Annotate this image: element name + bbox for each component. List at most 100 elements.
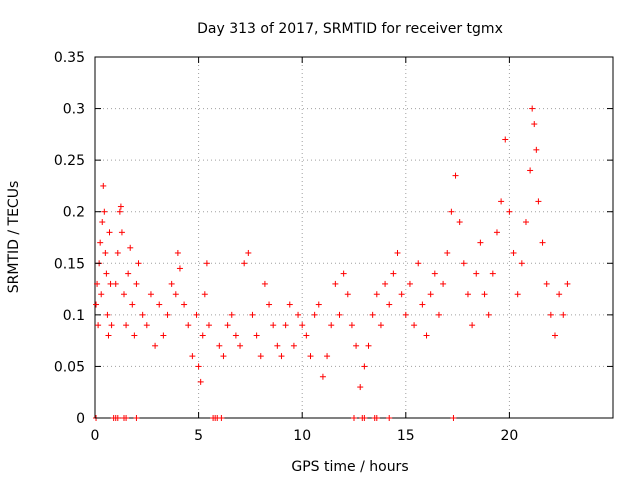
data-point [143, 322, 150, 329]
data-point [324, 353, 331, 360]
data-point [539, 239, 546, 246]
data-point [181, 301, 188, 308]
data-point [533, 146, 540, 153]
data-point [522, 219, 529, 226]
data-point [108, 322, 115, 329]
data-point [94, 280, 101, 287]
x-tick-label: 0 [91, 428, 100, 444]
data-point [469, 322, 476, 329]
data-point [303, 332, 310, 339]
data-point [431, 270, 438, 277]
data-point [129, 301, 136, 308]
data-point [315, 301, 322, 308]
data-point [493, 229, 500, 236]
x-axis-label: GPS time / hours [291, 459, 408, 475]
data-point [139, 311, 146, 318]
data-point [278, 353, 285, 360]
data-point [156, 301, 163, 308]
data-point [450, 415, 457, 421]
data-point [185, 322, 192, 329]
data-point [116, 208, 123, 215]
y-tick-label: 0.25 [54, 153, 85, 169]
data-point [529, 105, 536, 112]
data-point [361, 415, 368, 421]
data-point [197, 378, 204, 385]
data-point [224, 322, 231, 329]
y-tick-label: 0 [76, 411, 85, 427]
data-point [253, 332, 260, 339]
data-point [106, 229, 113, 236]
data-point [398, 291, 405, 298]
data-point [114, 415, 121, 421]
data-point [245, 249, 252, 256]
data-point [133, 280, 140, 287]
data-point [232, 332, 239, 339]
data-point [97, 239, 104, 246]
data-point [99, 219, 106, 226]
plot-frame [94, 56, 614, 419]
data-point [373, 291, 380, 298]
data-point [104, 311, 111, 318]
data-point [386, 415, 393, 421]
data-point [464, 291, 471, 298]
y-axis-label: SRMTID / TECUs [6, 181, 22, 294]
data-point [195, 363, 202, 370]
data-point [218, 415, 225, 421]
data-point [168, 280, 175, 287]
data-point [377, 322, 384, 329]
y-tick-label: 0.05 [54, 359, 85, 375]
data-point [105, 332, 112, 339]
data-point [249, 311, 256, 318]
data-point [311, 311, 318, 318]
data-point [351, 415, 357, 421]
data-point [257, 353, 264, 360]
data-point [373, 415, 380, 421]
axis-ticks: 0 5 10 15 20 0 0.05 0.1 0.15 0.2 0.25 0.3 0.35 [54, 50, 613, 444]
data-point [518, 260, 525, 267]
data-point [353, 342, 360, 349]
data-point [101, 208, 108, 215]
data-point [510, 249, 517, 256]
data-point [448, 208, 455, 215]
data-point [125, 270, 132, 277]
data-point [423, 332, 430, 339]
data-point [135, 260, 142, 267]
y-tick-label: 0.1 [63, 308, 85, 324]
data-point [498, 198, 505, 205]
data-point [220, 353, 227, 360]
data-point [131, 332, 138, 339]
data-point [564, 280, 571, 287]
data-point [174, 249, 181, 256]
plot-border [94, 56, 614, 419]
data-point [369, 311, 376, 318]
data-point [286, 301, 293, 308]
data-point [114, 249, 121, 256]
data-point [261, 280, 268, 287]
data-point [556, 291, 563, 298]
data-point [531, 121, 538, 128]
data-point [176, 265, 183, 272]
data-point [394, 249, 401, 256]
data-point [189, 353, 196, 360]
data-point [506, 208, 513, 215]
data-point [299, 322, 306, 329]
data-point [121, 291, 128, 298]
data-point [172, 291, 179, 298]
data-point [123, 415, 130, 421]
data-point [489, 270, 496, 277]
data-point [357, 384, 364, 391]
data-point [164, 311, 171, 318]
data-point [361, 363, 368, 370]
data-point [307, 353, 314, 360]
data-point [127, 244, 134, 251]
x-tick-label: 15 [397, 428, 415, 444]
x-tick-label: 10 [293, 428, 311, 444]
y-tick-label: 0.35 [54, 50, 85, 66]
data-point [123, 322, 130, 329]
data-point [382, 280, 389, 287]
data-point [477, 239, 484, 246]
data-point [98, 291, 105, 298]
data-point [386, 301, 393, 308]
data-point [481, 291, 488, 298]
data-point [328, 322, 335, 329]
